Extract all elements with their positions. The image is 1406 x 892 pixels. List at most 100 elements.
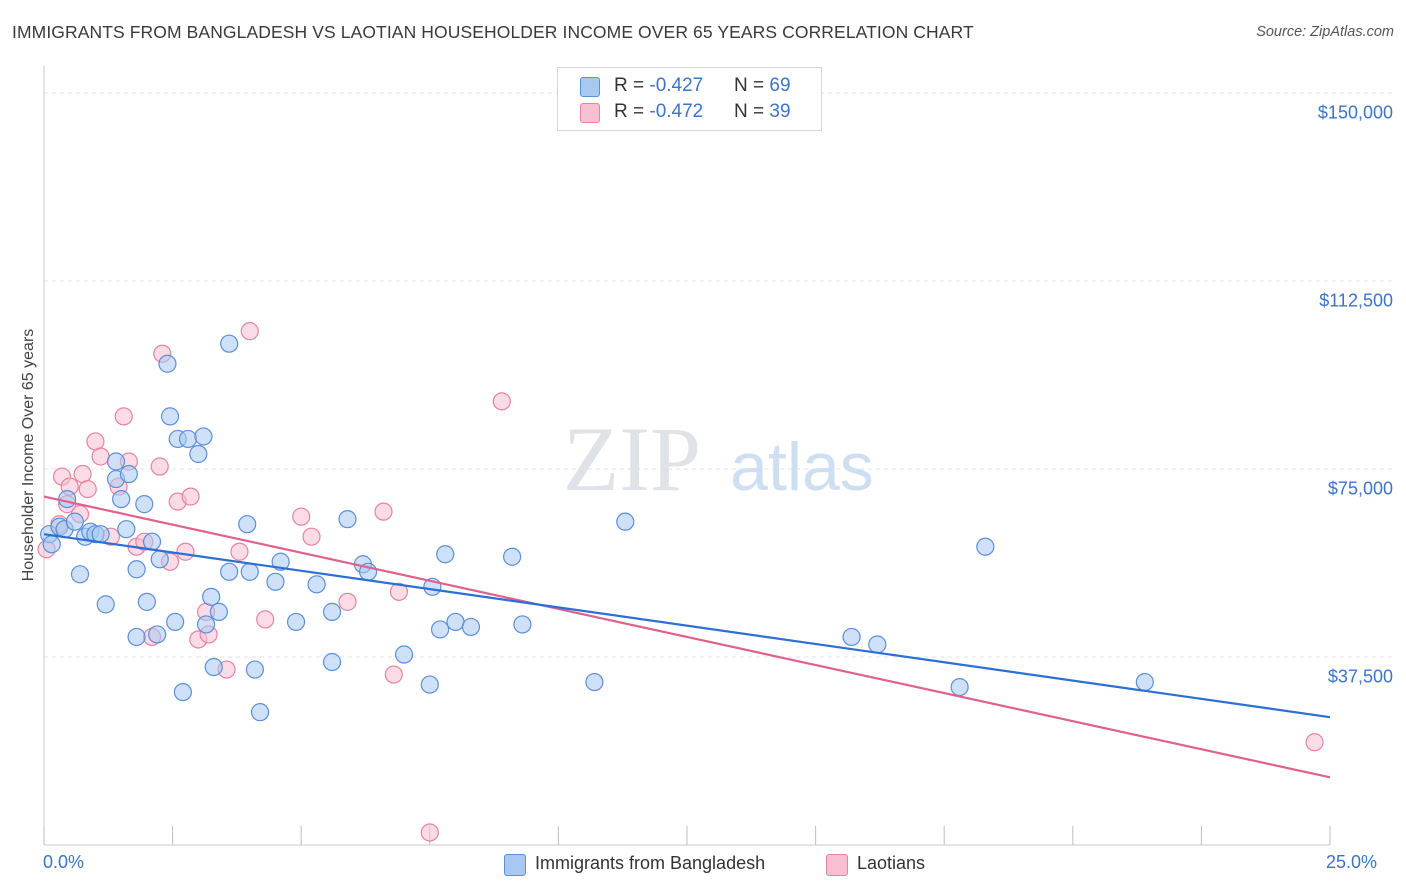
y-tick-label: $150,000 (1317, 102, 1393, 123)
n-stat: N = 39 (734, 101, 791, 122)
n-value: 69 (769, 75, 791, 96)
y-tick-label: $112,500 (1319, 290, 1393, 311)
data-point (338, 592, 357, 611)
data-point (160, 407, 180, 426)
x-tick-label-end: 25.0% (1326, 852, 1378, 872)
data-point (492, 392, 511, 411)
data-point (238, 515, 257, 534)
data-point (503, 547, 522, 566)
legend-label: Laotians (857, 853, 926, 873)
data-point (436, 545, 455, 564)
data-point (196, 615, 216, 634)
r-stat: R = -0.427 (614, 75, 704, 96)
y-tick-label: $37,500 (1327, 666, 1393, 687)
data-point (420, 823, 439, 842)
r-value: -0.427 (649, 75, 704, 96)
data-point (256, 610, 275, 629)
data-point (513, 615, 532, 634)
trend-lines (43, 495, 1331, 779)
data-point (976, 537, 995, 556)
data-point (127, 560, 146, 579)
data-point (202, 587, 221, 606)
data-point (384, 665, 403, 684)
trend-line-laotians (43, 495, 1331, 779)
data-point (220, 562, 239, 581)
stats-legend: R = -0.427 N = 69 R = -0.472 N = 39 (557, 67, 822, 131)
data-point (150, 550, 169, 569)
data-point (91, 525, 110, 544)
r-value: -0.472 (649, 101, 704, 122)
data-point (220, 334, 239, 353)
data-point (950, 677, 969, 697)
data-point (266, 572, 285, 591)
legend-swatch-pink (580, 103, 600, 123)
data-point (446, 612, 465, 632)
legend-swatch-pink (826, 854, 848, 876)
data-point (245, 660, 265, 679)
points-bangladesh (40, 334, 1154, 722)
data-point (585, 672, 604, 692)
data-point (65, 512, 84, 531)
legend-swatch-blue (504, 854, 526, 876)
data-point (137, 592, 156, 611)
watermark-zip: ZIP (563, 408, 701, 510)
data-point (189, 444, 208, 464)
data-point (1135, 672, 1154, 692)
data-point (461, 617, 481, 637)
data-point (173, 683, 192, 702)
data-point (91, 447, 110, 466)
data-point (148, 625, 167, 644)
x-tick-label-start: 0.0% (43, 852, 85, 872)
data-point (616, 512, 635, 531)
data-point (114, 407, 133, 426)
chart-title: IMMIGRANTS FROM BANGLADESH VS LAOTIAN HO… (12, 22, 974, 42)
data-point (292, 507, 311, 526)
data-point (322, 652, 342, 672)
data-point (117, 520, 136, 539)
data-point (430, 620, 450, 639)
data-point (42, 535, 61, 554)
n-value: 39 (769, 101, 791, 122)
source-credit: Source: ZipAtlas.com (1256, 24, 1394, 40)
data-point (194, 427, 213, 446)
watermark-atlas: atlas (730, 429, 874, 505)
data-point (86, 432, 105, 451)
data-point (394, 645, 414, 664)
data-point (127, 627, 146, 647)
data-point (150, 457, 169, 476)
data-point (374, 502, 393, 521)
data-point (96, 595, 115, 614)
legend-label: Immigrants from Bangladesh (535, 853, 766, 873)
data-point (78, 479, 97, 499)
data-point (73, 464, 92, 484)
data-point (338, 510, 357, 529)
data-point (204, 657, 223, 677)
y-tick-label: $75,000 (1327, 478, 1393, 499)
data-point (286, 612, 306, 632)
n-stat: N = 69 (734, 75, 791, 96)
data-point (181, 487, 200, 506)
trend-line-bangladesh (43, 533, 1331, 719)
data-point (322, 602, 342, 621)
data-point (1305, 733, 1324, 752)
data-point (389, 582, 409, 601)
data-point (106, 452, 126, 471)
data-point (868, 635, 887, 654)
data-point (209, 602, 228, 621)
series-legend: Immigrants from Bangladesh Laotians (0, 851, 1406, 877)
data-point (302, 527, 321, 546)
data-point (119, 464, 138, 484)
data-point (240, 322, 259, 341)
data-point (158, 354, 177, 373)
data-point (420, 675, 439, 694)
legend-swatch-blue (580, 77, 600, 97)
data-point (58, 489, 77, 509)
data-point (112, 489, 131, 509)
data-point (135, 495, 154, 514)
data-point (166, 612, 185, 632)
watermark: ZIP atlas (563, 408, 874, 510)
y-axis-label: Householder Income Over 65 years (20, 328, 37, 582)
r-stat: R = -0.472 (614, 101, 704, 122)
data-point (271, 552, 290, 571)
